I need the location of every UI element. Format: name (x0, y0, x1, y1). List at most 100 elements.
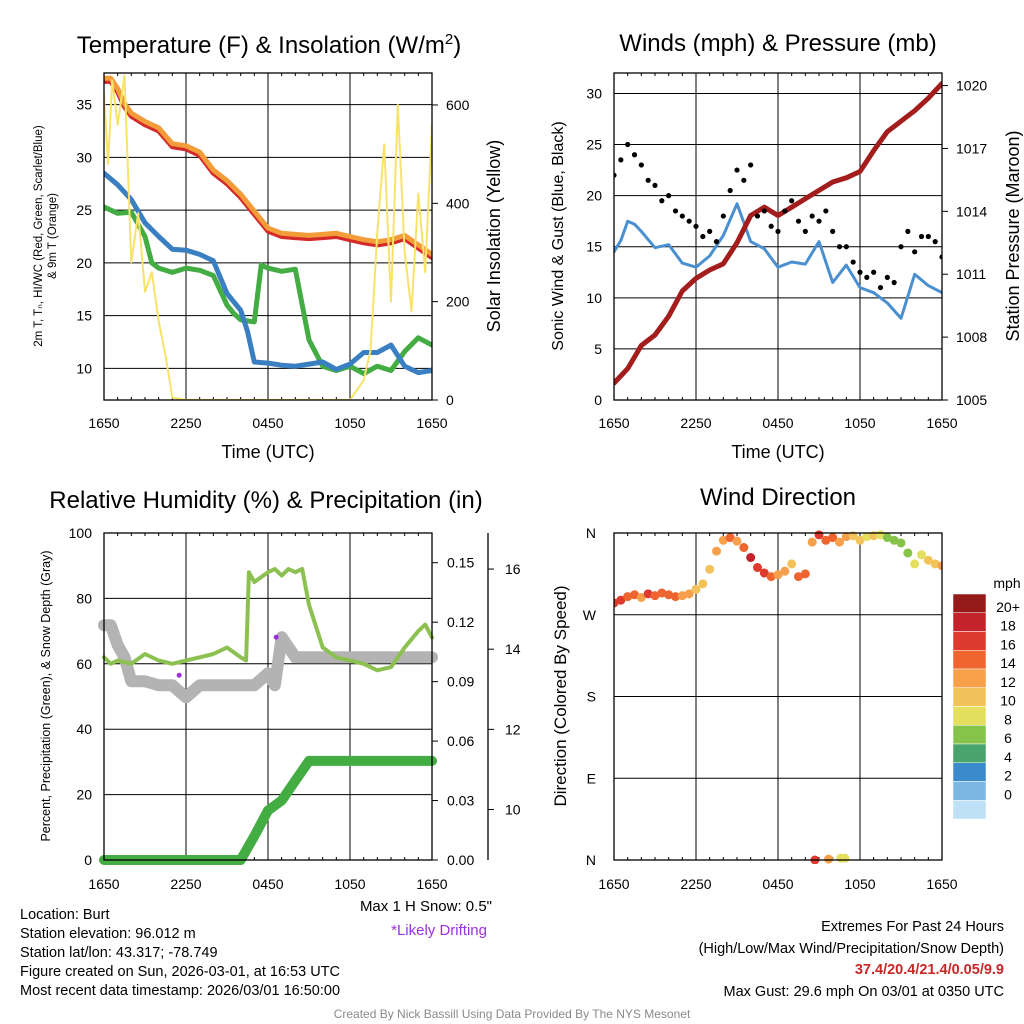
gust-point (618, 157, 624, 163)
y-tick-label: 30 (586, 85, 602, 101)
x-tick-label: 0450 (252, 876, 283, 892)
extremes-values: 37.4/20.4/21.4/0.05/9.9 (854, 962, 1004, 978)
gust-point (768, 223, 774, 229)
x-tick-label: 0450 (762, 415, 793, 431)
direction-point (800, 569, 810, 579)
dewpoint-line (104, 204, 432, 377)
gust-point (645, 177, 651, 183)
direction-point (930, 559, 940, 569)
temperature-series (104, 74, 432, 400)
gust-point (775, 228, 781, 234)
direction-point (684, 589, 694, 599)
gust-point (761, 208, 767, 214)
winds-series (614, 81, 942, 386)
gust-point (741, 177, 747, 183)
y-tick-label: 5 (594, 341, 602, 357)
relative-humidity-line (102, 567, 434, 673)
gust-point (918, 233, 925, 240)
temperature-panel-border (103, 72, 433, 401)
gust-point (652, 182, 658, 189)
colorbar-label: 12 (1000, 674, 1016, 690)
direction-point (766, 572, 776, 582)
direction-point (828, 533, 838, 543)
direction-point (841, 532, 851, 542)
y3-tick-label: 16 (505, 561, 521, 577)
direction-point (787, 559, 797, 569)
direction-point (821, 535, 831, 545)
x-tick-label: 1650 (926, 415, 957, 431)
y-tick-label: 60 (76, 656, 92, 672)
created-text: Figure created on Sun, 2026-03-01, at 16… (20, 964, 340, 980)
direction-point (855, 535, 865, 545)
humidity-panel-border (103, 532, 433, 861)
y-tick-label: 35 (76, 97, 92, 113)
gust-point (625, 141, 631, 148)
temperature-title: Temperature (F) & Insolation (W/m2) (77, 31, 461, 59)
direction-title: Wind Direction (700, 484, 856, 511)
humidity-title: Relative Humidity (%) & Precipitation (i… (49, 487, 482, 514)
x-tick-label: 0450 (762, 876, 793, 892)
direction-point (882, 533, 892, 543)
gust-point (932, 239, 938, 245)
extremes-subtitle: (High/Low/Max Wind/Precipitation/Snow De… (698, 940, 1004, 957)
direction-point (698, 579, 708, 589)
winds-title: Winds (mph) & Pressure (mb) (619, 30, 936, 57)
gust-point (686, 218, 692, 224)
direction-point (862, 532, 872, 542)
winds-panel-frame: 0 5 10 15 20 25 30 1005 1008 1011 1014 1017 1020 (586, 73, 987, 408)
gust-point (830, 228, 836, 234)
y-tick-label: 25 (586, 137, 602, 153)
gust-point (802, 228, 808, 234)
colorbar-label: 6 (1004, 730, 1012, 746)
y2-axis-label: Station Pressure (Maroon) (1003, 130, 1023, 341)
direction-tick-label: W (583, 607, 597, 623)
gust-point (727, 187, 733, 194)
x-tick-label: 1650 (598, 415, 629, 431)
x-tick-label: 1050 (844, 876, 875, 892)
direction-point (780, 566, 790, 576)
extremes-title: Extremes For Past 24 Hours (821, 919, 1004, 935)
gust-point (843, 244, 849, 250)
colorbar-swatch (952, 650, 987, 670)
direction-tick-label: E (587, 770, 596, 786)
y2-tick-label: 1020 (956, 78, 987, 94)
y3-tick-label: 12 (505, 721, 521, 737)
direction-point (923, 555, 933, 565)
title-superscript: 2 (445, 31, 453, 48)
gust-point (748, 162, 754, 168)
max-gust-text: Max Gust: 29.6 mph On 03/01 at 0350 UTC (723, 983, 1004, 1000)
direction-point (910, 559, 920, 569)
direction-point (917, 550, 926, 560)
colorbar-title: mph (993, 575, 1020, 591)
gust-point (925, 233, 931, 240)
x-tick-label: 1050 (334, 415, 365, 431)
gust-point (782, 208, 788, 214)
direction-point (773, 570, 783, 580)
gust-point (864, 274, 870, 280)
gust-point (631, 152, 638, 158)
direction-point (664, 590, 674, 600)
y-axis-label-line2: & 9m T (Orange) (47, 193, 59, 279)
gust-point (659, 198, 665, 204)
y2-tick-label: 1005 (956, 392, 987, 408)
direction-point (732, 536, 742, 546)
gust-point (734, 167, 740, 173)
direction-point (739, 543, 749, 553)
y-axis-label: Direction (Colored By Speed) (551, 585, 570, 806)
y2-tick-label: 0.15 (447, 555, 474, 571)
gust-point (871, 269, 877, 275)
colorbar-swatch (952, 593, 987, 613)
gust-point (693, 223, 699, 229)
colorbar-swatch (952, 800, 987, 820)
y-tick-label: 40 (76, 721, 92, 737)
drifting-marker (176, 672, 182, 678)
temperature-panel-frame: 10 15 20 25 30 35 0 200 400 600 (76, 73, 470, 408)
colorbar-swatch (952, 612, 987, 632)
drifting-annotation: *Likely Drifting (391, 922, 487, 939)
y-tick-label: 80 (76, 590, 92, 606)
y3-tick-label: 14 (505, 641, 521, 657)
y2-tick-label: 0 (446, 392, 454, 408)
direction-point (753, 563, 762, 573)
gust-point (754, 213, 761, 219)
